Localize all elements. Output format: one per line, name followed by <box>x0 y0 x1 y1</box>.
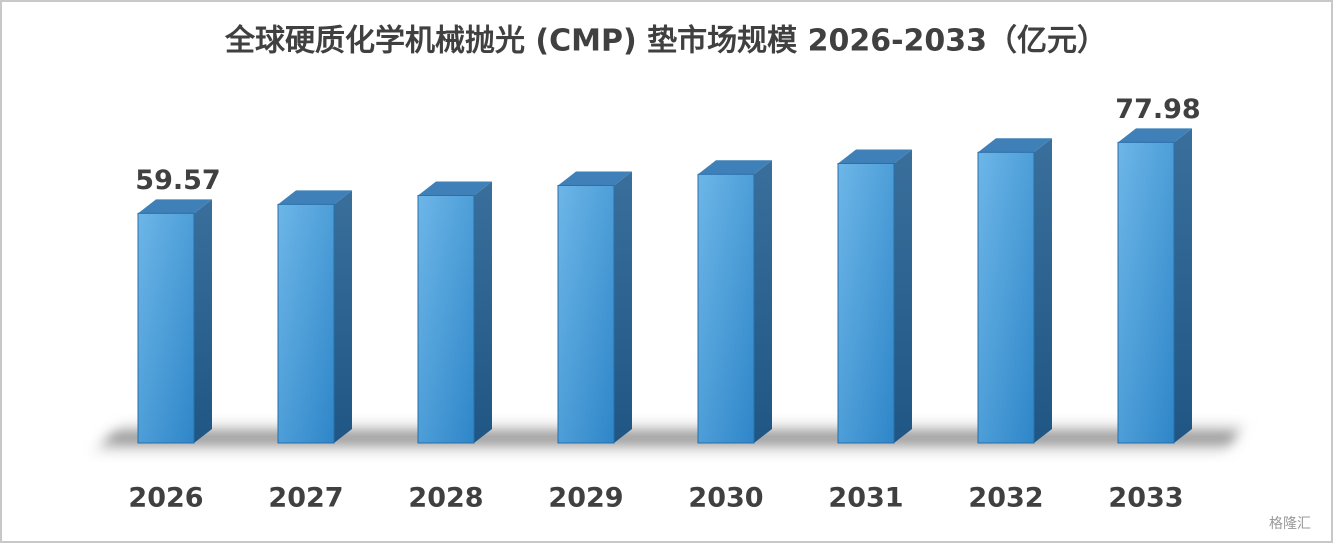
bar-side <box>334 190 352 443</box>
bar-side <box>614 171 632 443</box>
bar <box>277 203 335 444</box>
bar <box>557 184 615 444</box>
x-tick-label: 2027 <box>268 483 343 514</box>
bar-top <box>978 138 1052 153</box>
x-tick-label: 2028 <box>408 483 483 514</box>
bar-top <box>838 149 912 164</box>
bar <box>837 162 895 444</box>
bar-top <box>1118 128 1192 143</box>
bar-top <box>558 171 632 186</box>
bar-side <box>474 181 492 443</box>
x-tick-label: 2030 <box>688 483 763 514</box>
bar-side <box>1174 128 1192 443</box>
bar-side <box>1034 138 1052 443</box>
value-label: 59.57 <box>135 165 220 196</box>
bar-top <box>278 190 352 205</box>
chart-title: 全球硬质化学机械抛光 (CMP) 垫市场规模 2026-2033（亿元） <box>224 24 1107 59</box>
bar <box>977 151 1035 444</box>
x-tick-label: 2026 <box>128 483 203 514</box>
floor-shadow <box>85 418 1250 458</box>
x-tick-label: 2033 <box>1108 483 1183 514</box>
x-tick-label: 2031 <box>828 483 903 514</box>
bar <box>137 212 195 444</box>
bar-top <box>418 181 492 196</box>
x-tick-label: 2029 <box>548 483 623 514</box>
bar-side <box>894 149 912 443</box>
bar-side <box>754 160 772 444</box>
x-tick-label: 2032 <box>968 483 1043 514</box>
bar-side <box>194 199 212 443</box>
bar <box>1117 141 1175 444</box>
bar <box>697 173 755 444</box>
bar-top <box>698 160 772 175</box>
bar <box>417 194 475 444</box>
watermark: 格隆汇 <box>1269 516 1311 532</box>
value-label: 77.98 <box>1115 94 1200 125</box>
bar-top <box>138 199 212 214</box>
